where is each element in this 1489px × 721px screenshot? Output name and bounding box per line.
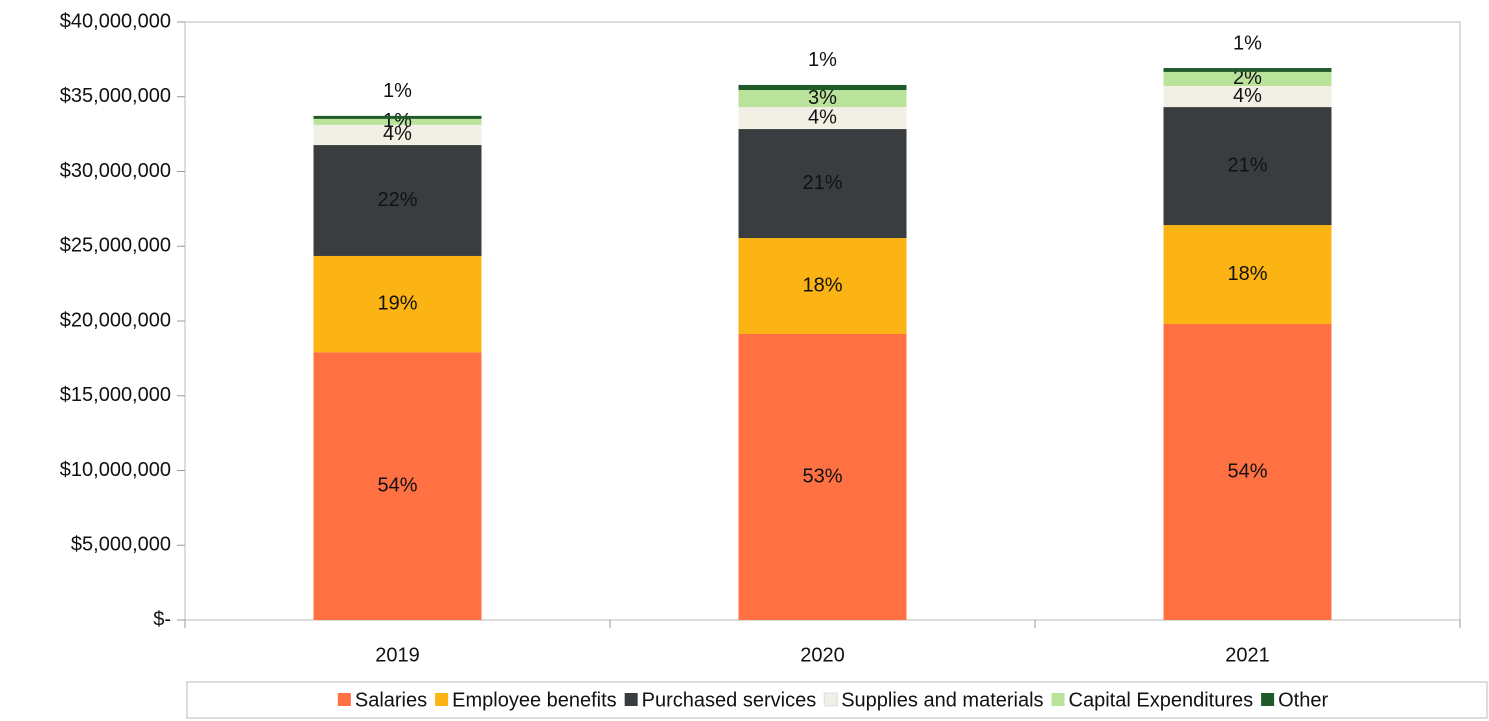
data-label: 4% <box>808 106 837 128</box>
data-label: 1% <box>383 80 412 102</box>
legend-label: Salaries <box>355 689 427 711</box>
legend-label: Supplies and materials <box>841 689 1043 711</box>
bar-segment <box>313 352 482 620</box>
y-tick-label: $35,000,000 <box>60 85 171 107</box>
data-label: 54% <box>1227 460 1267 482</box>
data-label: 21% <box>1227 154 1267 176</box>
y-tick-label: $10,000,000 <box>60 459 171 481</box>
bar-segment <box>738 84 907 91</box>
x-tick-label: 2020 <box>800 644 845 666</box>
data-label: 18% <box>802 274 842 296</box>
bar-segment <box>313 118 482 125</box>
y-tick-label: $15,000,000 <box>60 384 171 406</box>
bar-segment <box>313 124 482 146</box>
data-label: 1% <box>1233 32 1262 54</box>
bar-segment <box>738 107 907 130</box>
data-label: 4% <box>1233 85 1262 107</box>
data-label: 1% <box>808 49 837 71</box>
legend-swatch <box>337 693 351 706</box>
legend-box <box>186 681 1488 719</box>
bar-segment <box>738 90 907 108</box>
data-label: 3% <box>808 87 837 109</box>
bar-segment <box>313 255 482 353</box>
bar-segment <box>738 129 907 239</box>
data-label: 19% <box>377 292 417 314</box>
data-label: 4% <box>383 123 412 145</box>
bar-segment <box>1163 107 1332 226</box>
x-tick-label: 2021 <box>1225 644 1270 666</box>
legend-label: Employee benefits <box>452 689 617 711</box>
data-label: 18% <box>1227 263 1267 285</box>
y-tick-label: $25,000,000 <box>60 235 171 257</box>
bar-segment <box>738 238 907 335</box>
bar-segment <box>738 334 907 620</box>
data-label: 2% <box>1233 67 1262 89</box>
y-tick-label: $30,000,000 <box>60 160 171 182</box>
bar-segment <box>1163 323 1332 620</box>
data-label: 54% <box>377 474 417 496</box>
bar-segment <box>1163 71 1332 86</box>
legend-label: Capital Expenditures <box>1069 689 1254 711</box>
y-tick-label: $40,000,000 <box>60 10 171 32</box>
data-label: 53% <box>802 465 842 487</box>
x-tick-label: 2019 <box>375 644 420 666</box>
bar-segment <box>313 145 482 256</box>
data-label: 21% <box>802 172 842 194</box>
y-tick-label: $20,000,000 <box>60 309 171 331</box>
data-label: 22% <box>377 189 417 211</box>
legend-swatch <box>1051 693 1065 706</box>
legend-swatch <box>1261 693 1275 706</box>
legend-swatch <box>624 693 638 706</box>
legend-label: Other <box>1278 689 1328 711</box>
bar-segment <box>313 115 482 119</box>
legend-swatch <box>823 692 838 707</box>
y-tick-label: $5,000,000 <box>71 534 171 556</box>
bar-segment <box>1163 85 1332 108</box>
bar-segment <box>1163 225 1332 324</box>
data-label: 1% <box>383 110 412 132</box>
legend-label: Purchased services <box>642 689 817 711</box>
bar-segment <box>1163 68 1332 72</box>
legend-swatch <box>435 693 449 706</box>
y-tick-label: $- <box>153 608 171 630</box>
